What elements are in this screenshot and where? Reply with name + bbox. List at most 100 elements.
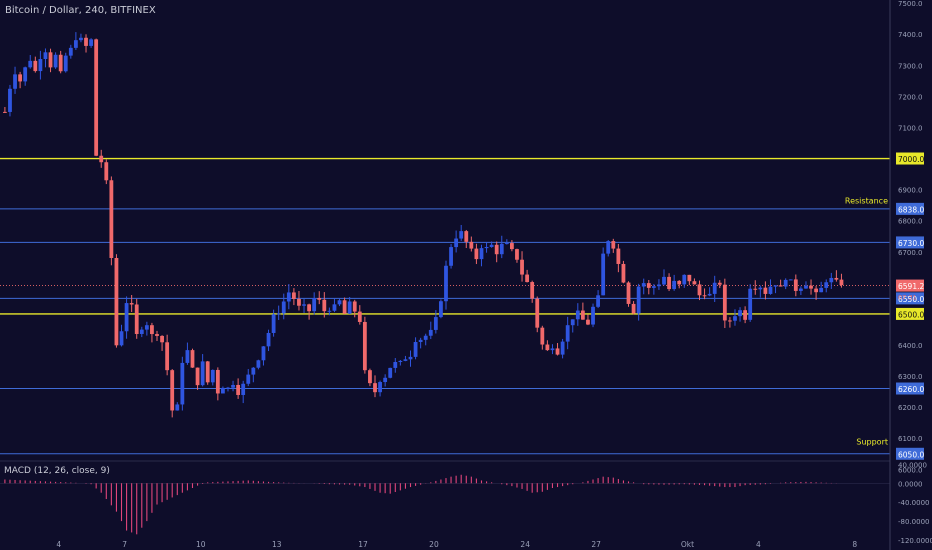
candle-body-89 bbox=[454, 238, 459, 248]
candle-body-97 bbox=[494, 244, 499, 255]
candle-body-156 bbox=[793, 279, 798, 291]
price-tick-6100.0: 6100.0 bbox=[898, 435, 923, 443]
candle-body-146 bbox=[743, 310, 748, 320]
price-tick-6300.0: 6300.0 bbox=[898, 373, 923, 381]
level-tag-6050.0 bbox=[896, 447, 924, 460]
macd-indicator-label[interactable]: MACD (12, 26, close, 9) bbox=[4, 466, 110, 476]
level-tag-text-6050.0: 6050.0 bbox=[898, 450, 924, 459]
candle-body-84 bbox=[428, 329, 433, 336]
candle-body-161 bbox=[819, 287, 824, 293]
candle-body-19 bbox=[99, 155, 104, 163]
candle-body-58 bbox=[297, 298, 301, 306]
time-tick-3: 13 bbox=[272, 540, 282, 549]
time-tick-4: 17 bbox=[358, 540, 368, 549]
candle-body-99 bbox=[504, 243, 509, 245]
candle-body-48 bbox=[246, 374, 251, 384]
candle-body-23 bbox=[119, 331, 124, 346]
time-tick-2: 10 bbox=[196, 540, 206, 549]
price-tick-6900.0: 6900.0 bbox=[898, 187, 923, 195]
candle-body-4 bbox=[23, 67, 28, 82]
level-tag-text-6730.0: 6730.0 bbox=[898, 239, 924, 248]
candle-body-103 bbox=[525, 274, 530, 283]
candle-body-3 bbox=[18, 74, 23, 82]
candle-body-82 bbox=[418, 339, 423, 343]
candle-body-74 bbox=[378, 382, 382, 393]
candle-body-111 bbox=[565, 325, 570, 342]
candle-body-61 bbox=[312, 298, 317, 312]
candle-body-157 bbox=[798, 288, 803, 291]
candle-body-144 bbox=[733, 316, 737, 321]
candle-body-94 bbox=[479, 248, 484, 260]
candle-body-102 bbox=[520, 259, 524, 275]
time-tick-8: Okt bbox=[681, 540, 694, 549]
candle-body-31 bbox=[160, 335, 164, 343]
candle-body-120 bbox=[611, 241, 616, 249]
candle-body-7 bbox=[38, 59, 43, 72]
candle-body-128 bbox=[651, 286, 656, 288]
time-axis: 4 7 10 13 17 20 24 27 Okt 4 8 bbox=[56, 540, 857, 549]
candle-body-108 bbox=[550, 348, 555, 351]
candle-body-121 bbox=[616, 248, 621, 264]
level-tag-text-6550.0: 6550.0 bbox=[898, 295, 924, 304]
candle-body-130 bbox=[662, 276, 666, 285]
candle-body-0 bbox=[3, 111, 7, 113]
candle-body-145 bbox=[738, 310, 742, 317]
candle-body-27 bbox=[139, 329, 144, 334]
candle-body-64 bbox=[327, 310, 332, 312]
annotation-resistance: Resistance bbox=[845, 197, 888, 206]
candle-body-33 bbox=[170, 370, 175, 411]
macd-tick--80.0000: -80.0000 bbox=[898, 518, 929, 526]
candle-body-100 bbox=[510, 243, 514, 250]
candle-body-127 bbox=[646, 283, 651, 288]
candle-body-20 bbox=[104, 162, 109, 181]
level-tag-6838.0 bbox=[896, 202, 924, 215]
candle-body-116 bbox=[591, 306, 595, 325]
candle-body-73 bbox=[373, 383, 377, 393]
time-tick-5: 20 bbox=[429, 540, 439, 549]
price-tick-7100.0: 7100.0 bbox=[898, 124, 923, 132]
candle-body-81 bbox=[413, 342, 418, 357]
candle-body-25 bbox=[129, 303, 134, 305]
price-tick-7400.0: 7400.0 bbox=[898, 31, 923, 39]
candle-body-92 bbox=[469, 241, 474, 249]
candle-body-76 bbox=[388, 367, 393, 378]
current-price-text: 6591.2 bbox=[898, 282, 924, 291]
candle-body-148 bbox=[753, 288, 758, 290]
candle-body-164 bbox=[834, 277, 839, 280]
candle-body-131 bbox=[667, 276, 671, 290]
candle-body-118 bbox=[601, 253, 606, 296]
candle-body-71 bbox=[362, 321, 367, 371]
candle-body-11 bbox=[58, 54, 63, 72]
candle-body-88 bbox=[449, 247, 453, 266]
time-tick-9: 4 bbox=[756, 540, 761, 549]
candle-body-12 bbox=[63, 55, 68, 72]
candle-body-62 bbox=[317, 298, 322, 300]
candle-body-96 bbox=[489, 244, 494, 247]
candle-body-122 bbox=[621, 263, 626, 283]
candle-body-41 bbox=[210, 369, 215, 383]
candle-body-57 bbox=[291, 292, 296, 299]
time-tick-10: 8 bbox=[852, 540, 857, 549]
time-tick-7: 27 bbox=[591, 540, 601, 549]
candle-body-18 bbox=[94, 39, 99, 156]
candle-body-109 bbox=[555, 348, 560, 355]
candle-body-75 bbox=[383, 377, 388, 383]
level-tag-6260.0 bbox=[896, 382, 924, 395]
candle-body-147 bbox=[748, 288, 753, 320]
candle-body-37 bbox=[190, 350, 195, 368]
candle-body-124 bbox=[631, 303, 636, 314]
candle-body-9 bbox=[48, 52, 53, 68]
candle-body-143 bbox=[728, 320, 732, 322]
candle-body-105 bbox=[535, 298, 540, 328]
price-tick-6700.0: 6700.0 bbox=[898, 249, 923, 257]
candle-body-38 bbox=[195, 367, 200, 386]
level-tag-6730.0 bbox=[896, 236, 924, 249]
candle-body-66 bbox=[337, 300, 342, 305]
candle-body-142 bbox=[722, 284, 727, 321]
candle-body-90 bbox=[459, 231, 464, 239]
candle-body-107 bbox=[545, 344, 550, 351]
candle-body-137 bbox=[697, 284, 702, 296]
candle-body-149 bbox=[758, 287, 763, 290]
